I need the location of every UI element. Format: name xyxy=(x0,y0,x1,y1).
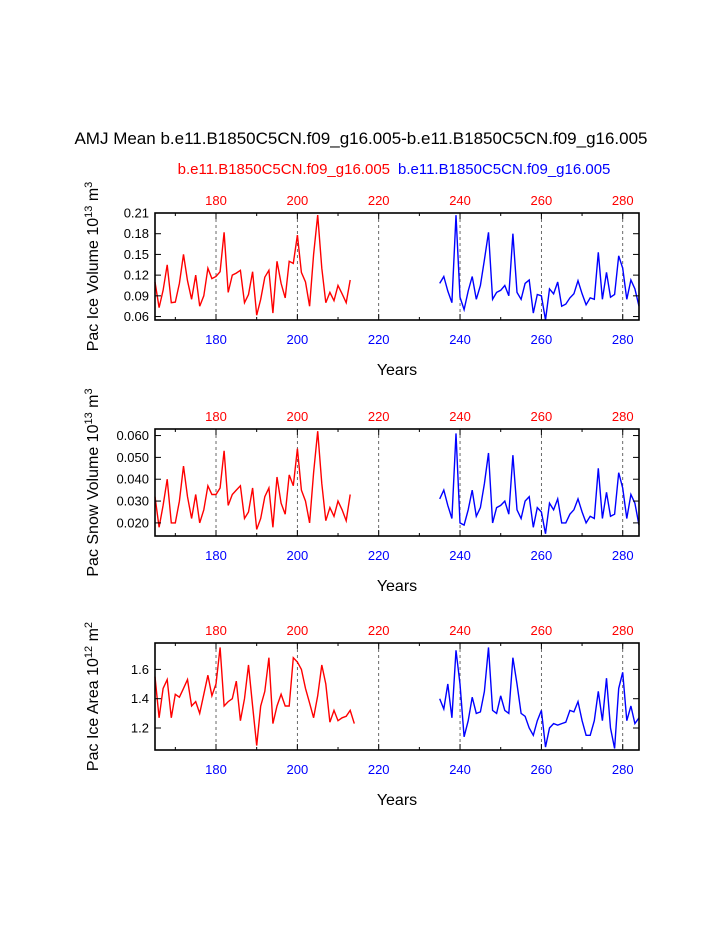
top-x-tick-label: 220 xyxy=(368,623,390,638)
panel-2: 180 180 200 200 220 220 240 240 260 260 280 280 0.02… xyxy=(83,388,640,595)
bottom-x-tick-label: 180 xyxy=(205,332,227,347)
y-tick-label: 0.060 xyxy=(116,428,149,443)
x-axis-title: Years xyxy=(377,792,417,809)
y-tick-label: 0.12 xyxy=(124,268,149,283)
bottom-x-tick-label: 200 xyxy=(287,332,309,347)
y-tick-label: 1.4 xyxy=(131,691,149,706)
top-x-tick-label: 220 xyxy=(368,409,390,424)
series-line-red xyxy=(154,647,355,746)
top-x-tick-label: 260 xyxy=(531,623,553,638)
legend-right-case: b.e11.B1850C5CN.f09_g16.005 xyxy=(398,161,610,178)
bottom-x-tick-label: 220 xyxy=(368,762,390,777)
y-axis-title: Pac Snow Volume 1013 m3 xyxy=(83,388,102,576)
top-x-tick-label: 200 xyxy=(287,193,309,208)
top-x-tick-label: 200 xyxy=(287,623,309,638)
figure-title: AMJ Mean b.e11.B1850C5CN.f09_g16.005-b.e… xyxy=(74,129,647,148)
y-tick-label: 0.050 xyxy=(116,450,149,465)
top-x-tick-label: 240 xyxy=(449,623,471,638)
top-x-tick-label: 180 xyxy=(205,193,227,208)
top-x-tick-label: 240 xyxy=(449,193,471,208)
bottom-x-tick-label: 240 xyxy=(449,762,471,777)
bottom-x-tick-label: 200 xyxy=(287,548,309,563)
bottom-x-tick-label: 200 xyxy=(287,762,309,777)
top-x-tick-label: 240 xyxy=(449,409,471,424)
plot-frame xyxy=(154,642,640,751)
y-tick-label: 0.18 xyxy=(124,226,149,241)
top-x-tick-label: 260 xyxy=(531,193,553,208)
bottom-x-tick-label: 260 xyxy=(531,762,553,777)
top-x-tick-label: 180 xyxy=(205,409,227,424)
top-x-tick-label: 280 xyxy=(612,409,634,424)
series-line-blue xyxy=(439,433,640,534)
bottom-x-tick-label: 180 xyxy=(205,548,227,563)
bottom-x-tick-label: 280 xyxy=(612,762,634,777)
x-axis-title: Years xyxy=(377,362,417,379)
top-x-tick-label: 180 xyxy=(205,623,227,638)
y-tick-label: 0.040 xyxy=(116,472,149,487)
bottom-x-tick-label: 240 xyxy=(449,332,471,347)
x-axis-title: Years xyxy=(377,578,417,595)
panel-3: 180 180 200 200 220 220 240 240 260 260 280 280 1.2 1… xyxy=(83,622,640,809)
panel-1: 180 180 200 200 220 220 240 240 260 260 280 280 0.06… xyxy=(83,182,640,379)
y-tick-label: 0.020 xyxy=(116,515,149,530)
y-tick-label: 0.06 xyxy=(124,309,149,324)
top-x-tick-label: 280 xyxy=(612,193,634,208)
y-tick-label: 0.15 xyxy=(124,247,149,262)
bottom-x-tick-label: 180 xyxy=(205,762,227,777)
plot-frame xyxy=(154,428,640,537)
series-line-blue xyxy=(439,215,640,321)
bottom-x-tick-label: 260 xyxy=(531,548,553,563)
y-axis-title: Pac Ice Volume 1013 m3 xyxy=(83,182,102,352)
top-x-tick-label: 220 xyxy=(368,193,390,208)
legend-left-case: b.e11.B1850C5CN.f09_g16.005 xyxy=(178,161,390,178)
y-tick-label: 1.6 xyxy=(131,662,149,677)
bottom-x-tick-label: 220 xyxy=(368,548,390,563)
bottom-x-tick-label: 220 xyxy=(368,332,390,347)
series-line-red xyxy=(154,215,351,316)
y-tick-label: 0.030 xyxy=(116,494,149,509)
y-tick-label: 1.2 xyxy=(131,721,149,736)
series-line-red xyxy=(154,431,351,530)
y-tick-label: 0.21 xyxy=(124,206,149,221)
y-tick-label: 0.09 xyxy=(124,288,149,303)
bottom-x-tick-label: 280 xyxy=(612,548,634,563)
series-line-blue xyxy=(439,647,640,749)
plot-frame xyxy=(154,212,640,321)
top-x-tick-label: 260 xyxy=(531,409,553,424)
bottom-x-tick-label: 280 xyxy=(612,332,634,347)
bottom-x-tick-label: 260 xyxy=(531,332,553,347)
panels: 180 180 200 200 220 220 240 240 260 260 280 280 0.06… xyxy=(83,182,640,809)
top-x-tick-label: 280 xyxy=(612,623,634,638)
y-axis-title: Pac Ice Area 1012 m2 xyxy=(83,622,102,771)
bottom-x-tick-label: 240 xyxy=(449,548,471,563)
top-x-tick-label: 200 xyxy=(287,409,309,424)
